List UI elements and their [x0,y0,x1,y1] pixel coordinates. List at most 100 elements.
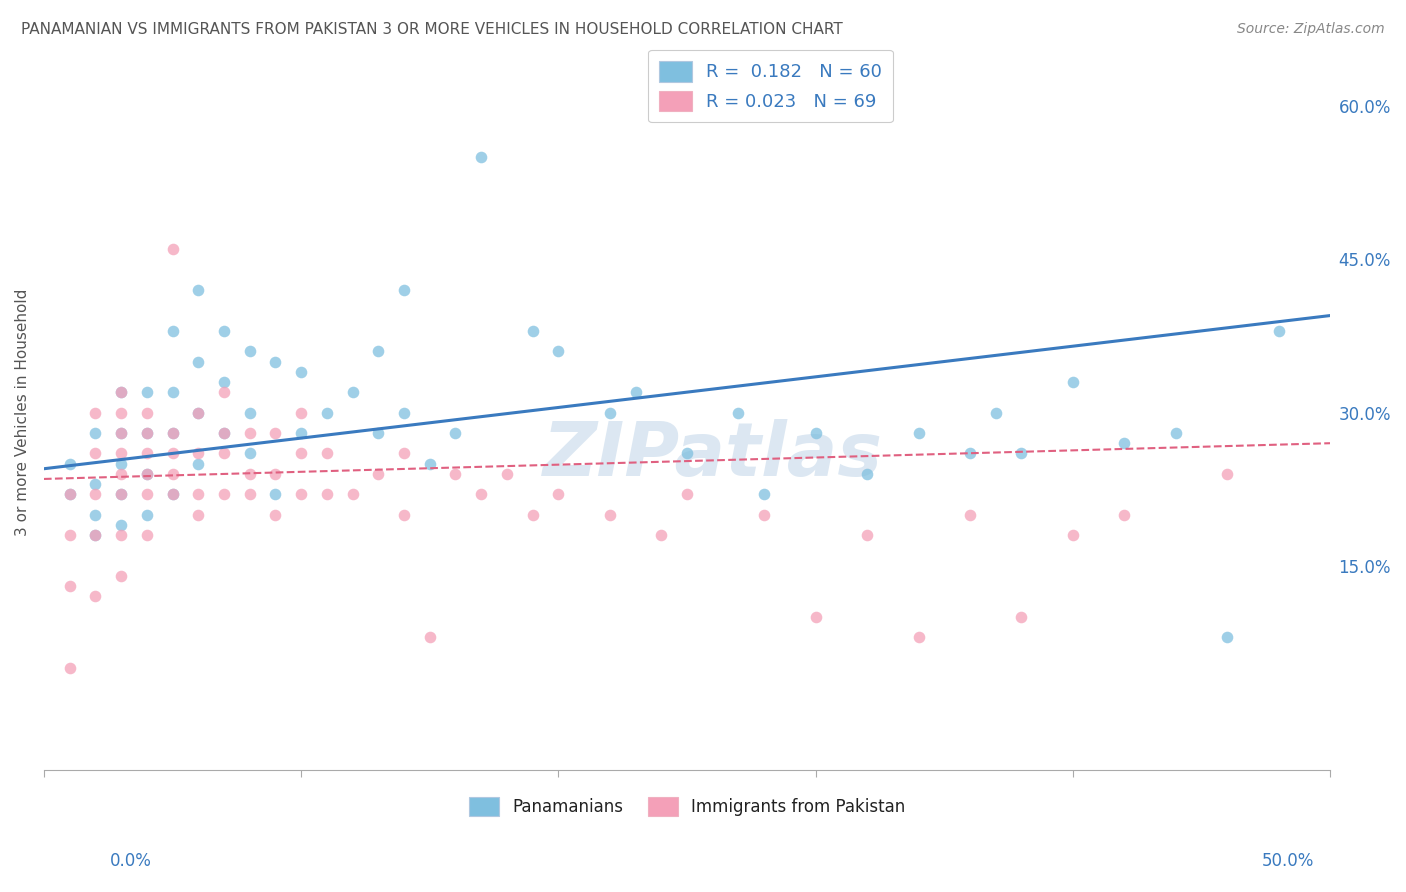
Point [162,467,184,481]
Point [162,425,184,440]
Point [212,324,235,338]
Point [59,457,82,471]
Point [1267,324,1289,338]
Legend: Panamanians, Immigrants from Pakistan: Panamanians, Immigrants from Pakistan [458,787,915,826]
Point [547,487,569,501]
Point [1011,609,1033,624]
Point [239,425,262,440]
Point [84,487,107,501]
Point [110,446,132,460]
Point [547,344,569,359]
Point [907,425,929,440]
Point [290,487,312,501]
Point [290,406,312,420]
Point [419,630,441,644]
Point [135,508,157,522]
Point [187,487,209,501]
Point [1164,425,1187,440]
Point [59,487,82,501]
Point [676,487,699,501]
Point [392,446,415,460]
Point [187,446,209,460]
Point [110,467,132,481]
Point [110,385,132,400]
Point [984,406,1007,420]
Point [162,385,184,400]
Point [650,528,672,542]
Point [110,487,132,501]
Point [1062,528,1084,542]
Point [135,406,157,420]
Point [59,579,82,593]
Point [754,508,776,522]
Point [804,425,827,440]
Text: 0.0%: 0.0% [110,852,152,870]
Point [392,508,415,522]
Point [135,425,157,440]
Point [342,385,364,400]
Text: PANAMANIAN VS IMMIGRANTS FROM PAKISTAN 3 OR MORE VEHICLES IN HOUSEHOLD CORRELATI: PANAMANIAN VS IMMIGRANTS FROM PAKISTAN 3… [21,22,842,37]
Point [110,425,132,440]
Point [239,446,262,460]
Point [110,569,132,583]
Point [84,406,107,420]
Point [162,487,184,501]
Point [392,406,415,420]
Point [84,477,107,491]
Point [1216,467,1239,481]
Point [162,324,184,338]
Point [754,487,776,501]
Point [727,406,749,420]
Point [856,528,879,542]
Point [1114,436,1136,450]
Point [264,508,287,522]
Point [59,661,82,675]
Point [187,508,209,522]
Point [290,446,312,460]
Point [1062,375,1084,389]
Point [212,425,235,440]
Point [110,528,132,542]
Point [162,242,184,256]
Point [239,467,262,481]
Point [959,446,981,460]
Point [110,457,132,471]
Point [187,406,209,420]
Text: Source: ZipAtlas.com: Source: ZipAtlas.com [1237,22,1385,37]
Point [522,508,544,522]
Point [162,446,184,460]
Point [367,344,389,359]
Point [135,446,157,460]
Point [290,365,312,379]
Point [135,385,157,400]
Point [599,406,621,420]
Point [135,425,157,440]
Point [84,508,107,522]
Point [392,283,415,297]
Point [239,344,262,359]
Point [59,487,82,501]
Point [110,385,132,400]
Point [212,375,235,389]
Point [290,425,312,440]
Point [856,467,879,481]
Point [110,406,132,420]
Point [470,487,492,501]
Point [367,467,389,481]
Point [804,609,827,624]
Point [907,630,929,644]
Point [599,508,621,522]
Point [110,487,132,501]
Point [496,467,519,481]
Point [239,406,262,420]
Text: 50.0%: 50.0% [1263,852,1315,870]
Point [84,528,107,542]
Point [342,487,364,501]
Point [187,406,209,420]
Point [239,487,262,501]
Point [264,467,287,481]
Point [315,406,337,420]
Point [959,508,981,522]
Point [444,425,467,440]
Point [135,467,157,481]
